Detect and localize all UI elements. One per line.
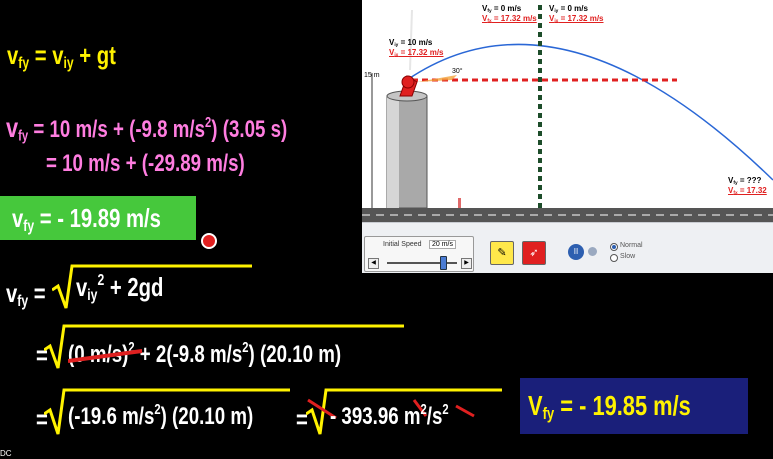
strikethrough-mark — [68, 349, 143, 364]
slow-speed-radio[interactable] — [610, 254, 618, 262]
final-answer: Vfy = - 19.85 m/s — [528, 390, 691, 424]
normal-speed-label: Normal — [620, 242, 643, 249]
radical-sign-4 — [306, 388, 502, 435]
projectile-simulation: 15 m 30° Viy = 10 m/s Vix = 17.32 m/s Vf… — [362, 0, 773, 273]
equation-substitution: vfy = 10 m/s + (-9.8 m/s2) (3.05 s) — [6, 112, 288, 145]
equals-sign-3: = — [36, 404, 48, 434]
equation-radicand-3: (-19.6 m/s2) (20.10 m) — [68, 402, 254, 431]
watermark: DC — [0, 449, 12, 458]
cursor-pointer-icon — [201, 233, 217, 249]
target-figure — [458, 198, 461, 208]
equation-displacement-formula: vfy = — [6, 278, 46, 310]
radical-sign-2 — [44, 324, 404, 369]
equation-result-time: vfy = - 19.89 m/s — [12, 203, 161, 235]
step-button[interactable] — [588, 247, 597, 256]
equation-kinematic: vfy = viy + gt — [7, 40, 116, 72]
height-marker-label: 15 m — [364, 72, 380, 79]
equation-radicand-1: viy2 + 2gd — [76, 272, 164, 304]
ground — [362, 208, 773, 222]
radical-sign-1 — [52, 264, 252, 309]
eraser-icon: ✎ — [497, 247, 507, 259]
initial-speed-value[interactable]: 20 m/s — [429, 240, 457, 249]
initial-speed-control: Initial Speed 20 m/s ◀ ▶ — [364, 236, 474, 272]
launch-velocity-label: Viy = 10 m/s Vix = 17.32 m/s — [389, 38, 444, 59]
equation-radicand-4: - 393.96 m2/s2 — [330, 402, 449, 431]
equation-multiplied: = 10 m/s + (-29.89 m/s) — [46, 150, 245, 177]
slow-speed-label: Slow — [620, 253, 636, 260]
initial-speed-label: Initial Speed — [383, 241, 422, 248]
speed-slider-thumb[interactable] — [440, 256, 447, 270]
peak-velocity-label-left: Vfy = 0 m/s Vfx = 17.32 m/s — [482, 4, 537, 25]
answer-box — [520, 378, 748, 434]
simulation-scene — [362, 5, 773, 222]
eraser-button[interactable]: ✎ — [490, 241, 514, 265]
angle-label: 30° — [452, 68, 463, 75]
result-box-green — [0, 196, 196, 240]
normal-speed-radio[interactable] — [610, 243, 618, 251]
speed-decrease-button[interactable]: ◀ — [368, 258, 379, 269]
peak-velocity-label-right: Viy = 0 m/s Vix = 17.32 m/s — [549, 4, 604, 25]
trajectory-arc — [406, 43, 773, 181]
cannon-icon: ➶ — [529, 247, 539, 259]
speed-increase-button[interactable]: ▶ — [461, 258, 472, 269]
equals-sign-2: = — [36, 340, 48, 370]
fire-button[interactable]: ➶ — [522, 241, 546, 265]
radical-sign-3 — [44, 388, 290, 435]
equation-radicand-2: (0 m/s)2 + 2(-9.8 m/s2) (20.10 m) — [68, 340, 342, 369]
speed-slider-track[interactable] — [387, 262, 457, 264]
launch-angle-wedge — [417, 75, 457, 82]
simulation-controls: Initial Speed 20 m/s ◀ ▶ ✎ ➶ II Normal S… — [362, 222, 773, 273]
pause-button[interactable]: II — [568, 244, 584, 260]
impact-velocity-label: Vfy = ??? Vfx = 17.32 — [728, 176, 767, 197]
equals-sign-4: = — [296, 404, 308, 434]
